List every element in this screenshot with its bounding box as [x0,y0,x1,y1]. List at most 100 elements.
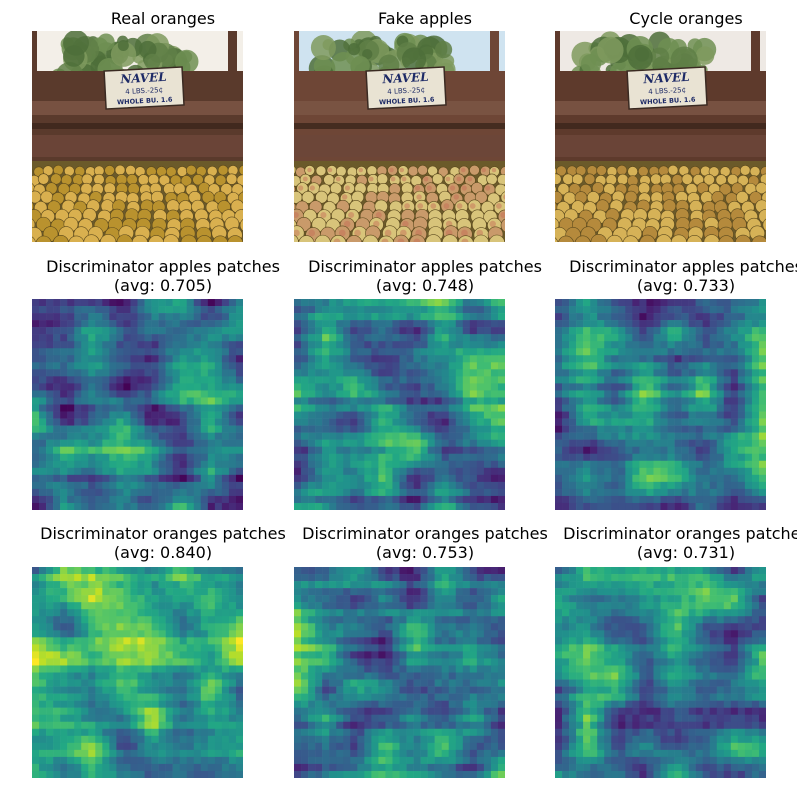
heatmap-patch [186,686,195,694]
heatmap-patch [455,651,464,659]
heatmap-patch [674,495,682,504]
heatmap-patch [137,735,145,744]
heatmap-patch [60,693,68,701]
heatmap-patch [172,756,180,765]
heatmap-patch [597,383,605,391]
heatmap-patch [60,665,68,673]
heatmap-patch [441,756,450,765]
heatmap-patch [151,481,159,490]
heatmap-patch [448,630,457,638]
heatmap-patch [322,320,330,328]
heatmap-patch [228,609,237,617]
heatmap-patch [597,595,605,603]
heatmap-patch [322,623,330,631]
heatmap-patch [137,602,145,610]
heatmap-patch [723,567,732,575]
heatmap-patch [378,474,386,483]
heatmap-patch [413,362,421,370]
heatmap-patch [476,474,485,483]
heatmap-patch [378,355,386,363]
heatmap-patch [95,665,103,673]
heatmap-patch [653,313,661,321]
heatmap-patch [214,616,223,624]
heatmap-patch [576,341,584,349]
heatmap-patch [681,623,689,631]
heatmap-patch [46,495,54,504]
heatmap-patch [611,453,619,462]
heatmap-patch [462,439,471,447]
heatmap-patch [158,474,166,483]
heatmap-patch [399,439,407,447]
heatmap-patch [674,341,682,349]
heatmap-patch [46,728,54,737]
heatmap-patch [385,418,393,426]
heatmap-patch [441,714,450,723]
heatmap-patch [497,390,505,398]
heatmap-patch [674,623,682,631]
heatmap-patch [130,644,138,652]
heatmap-patch [301,425,309,433]
heatmap-patch [123,376,131,384]
heatmap-patch [60,411,68,419]
heatmap-patch [102,756,110,765]
heatmap-patch [67,728,75,737]
heatmap-patch [221,637,230,645]
heatmap-patch [646,481,654,490]
heatmap-patch [716,609,725,617]
heatmap-patch [555,362,563,370]
heatmap-patch [294,327,302,335]
heatmap-patch [469,488,478,497]
heatmap-patch [744,411,753,419]
heatmap-patch [228,453,237,462]
heatmap-patch [67,588,75,596]
heatmap-patch [709,574,718,582]
heatmap-patch [116,714,124,723]
heatmap-patch [228,327,237,335]
heatmap-patch [448,362,457,370]
heatmap-patch [497,714,505,723]
heatmap-patch [81,495,89,504]
heatmap-patch [667,327,675,335]
heatmap-patch [144,693,152,701]
heatmap-patch [758,397,766,405]
heatmap-patch [399,693,407,701]
heatmap-patch [569,644,577,652]
heatmap-patch [343,390,351,398]
heatmap-patch [165,369,173,377]
heatmap-patch [88,355,96,363]
heatmap-patch [130,446,138,455]
heatmap-patch [336,376,344,384]
heatmap-patch [420,665,428,673]
heatmap-patch [74,390,82,398]
heatmap-patch [151,334,159,342]
heatmap-patch [399,707,407,715]
heatmap-patch [681,474,689,483]
heatmap-patch [688,630,696,638]
heatmap-patch [151,299,159,307]
heatmap-patch [667,488,675,497]
heatmap-patch [193,467,202,476]
heatmap-patch [67,334,75,342]
heatmap-patch [392,651,400,659]
heatmap-patch [667,581,675,589]
heatmap-patch [497,756,505,765]
heatmap-patch [46,637,54,645]
heatmap-patch [751,299,760,307]
heatmap-patch [371,665,379,673]
heatmap-patch [193,355,202,363]
heatmap-patch [235,467,243,476]
heatmap-patch [555,595,563,603]
heatmap-patch [427,567,435,575]
heatmap-patch [385,453,393,462]
heatmap-patch [625,588,633,596]
heatmap-patch [214,679,223,687]
heatmap-patch [207,418,216,426]
heatmap-patch [60,574,68,582]
panel-title-line1: Discriminator apples patches [308,257,542,276]
heatmap-patch [60,707,68,715]
heatmap-patch [737,425,746,433]
heatmap-patch [653,334,661,342]
heatmap-patch [427,320,435,328]
heatmap-patch [228,588,237,596]
heatmap-patch [660,616,668,624]
